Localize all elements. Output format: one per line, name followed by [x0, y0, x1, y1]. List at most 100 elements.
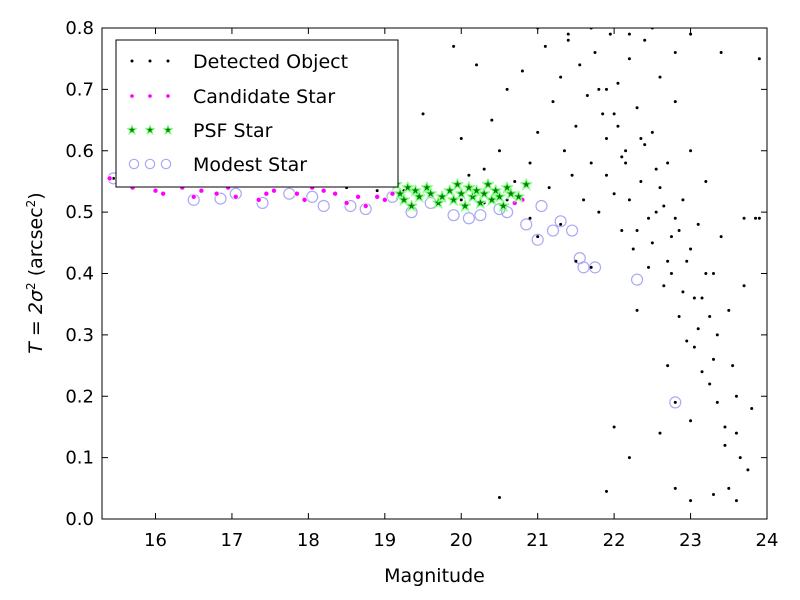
detected-object-point: [624, 149, 628, 153]
x-axis-label: Magnitude: [384, 565, 485, 587]
x-tick-label: 19: [373, 530, 396, 551]
detected-object-point: [643, 38, 647, 42]
x-tick-label: 16: [144, 530, 167, 551]
detected-object-point: [536, 130, 540, 134]
y-axis-label-unit: (arcsec: [25, 207, 47, 282]
detected-object-point: [627, 57, 631, 61]
detected-object-point: [111, 176, 115, 180]
detected-object-point: [604, 173, 608, 177]
detected-object-point: [459, 136, 463, 140]
detected-object-point: [673, 100, 677, 104]
legend-marker: [130, 59, 134, 63]
detected-object-point: [597, 87, 601, 91]
detected-object-point: [669, 235, 673, 239]
detected-object-point: [715, 400, 719, 404]
detected-object-point: [559, 75, 563, 79]
detected-object-point: [604, 136, 608, 140]
detected-object-point: [700, 296, 704, 300]
detected-object-point: [727, 308, 731, 312]
detected-object-point: [669, 272, 673, 275]
y-axis-label: T = 2σ2 (arcsec2): [24, 192, 47, 353]
detected-object-point: [578, 63, 582, 67]
detected-object-point: [547, 186, 551, 190]
detected-object-point: [734, 431, 738, 435]
detected-object-point: [647, 216, 651, 220]
detected-object-point: [497, 149, 501, 153]
legend-label: PSF Star: [193, 120, 273, 142]
detected-object-point: [681, 290, 685, 294]
detected-object-point: [490, 118, 494, 122]
modest-star-point: [501, 206, 514, 219]
detected-object-point: [562, 149, 566, 153]
detected-object-point: [673, 400, 677, 404]
detected-object-point: [673, 216, 677, 220]
candidate-star-point: [293, 190, 300, 197]
y-tick-label: 0.4: [65, 264, 94, 285]
detected-object-point: [612, 192, 616, 196]
detected-object-point: [666, 364, 670, 368]
legend: Detected Object Candidate Star PSF Star Mod…: [115, 39, 399, 188]
detected-object-point: [658, 186, 662, 190]
detected-object-point: [570, 173, 574, 177]
detected-object-point: [647, 265, 651, 269]
detected-object-point: [528, 216, 532, 220]
detected-object-point: [692, 296, 696, 300]
modest-star-point: [462, 212, 475, 225]
detected-object-point: [666, 259, 670, 263]
y-tick-label: 0.2: [65, 386, 94, 407]
detected-object-point: [593, 51, 597, 55]
detected-object-point: [604, 87, 608, 91]
modest-star-point: [669, 396, 682, 409]
detected-object-point: [604, 489, 608, 493]
detected-object-point: [620, 229, 624, 233]
detected-object-point: [723, 443, 727, 447]
modest-star-point: [520, 218, 533, 231]
detected-object-point: [727, 486, 731, 490]
detected-object-point: [689, 499, 693, 503]
modest-star-point: [344, 199, 357, 213]
detected-object-point: [639, 136, 643, 140]
plot-marks: [106, 28, 761, 503]
detected-object-point: [711, 272, 715, 275]
detected-object-point: [662, 284, 666, 288]
modest-star-point: [283, 187, 296, 200]
y-axis: 0.0 0.1 0.2 0.3 0.4 0.5 0.6 0.7 0.8: [65, 18, 767, 530]
detected-object-point: [616, 124, 620, 128]
legend-marker: [128, 158, 140, 170]
detected-object-point: [734, 499, 738, 503]
detected-object-point: [689, 149, 693, 153]
legend-marker: [129, 93, 135, 99]
detected-object-point: [375, 189, 379, 193]
x-tick-label: 23: [679, 530, 702, 551]
detected-object-point: [608, 32, 612, 36]
detected-object-point: [696, 222, 700, 226]
detected-object-point: [475, 63, 479, 67]
detected-object-point: [757, 216, 761, 220]
detected-object-point: [421, 112, 425, 116]
candidate-star-point: [374, 193, 381, 200]
detected-object-point: [513, 179, 517, 183]
detected-object-point: [643, 143, 647, 147]
detected-object-point: [482, 167, 486, 171]
candidate-star-point: [270, 187, 277, 194]
x-tick-label: 24: [756, 530, 779, 551]
detected-object-point: [635, 308, 639, 312]
modest-star-point: [447, 209, 460, 222]
detected-object-point: [689, 419, 693, 423]
detected-object-point: [696, 327, 700, 331]
detected-object-point: [711, 357, 715, 361]
candidate-star-point: [160, 190, 167, 197]
detected-object-point: [631, 247, 635, 251]
modest-star-point: [535, 199, 548, 213]
detected-object-point: [750, 407, 754, 411]
y-axis-label-main: T = 2σ: [25, 289, 47, 354]
modest-star-point: [256, 196, 269, 210]
detected-object-point: [639, 179, 643, 183]
detected-object-point: [654, 210, 658, 214]
detected-object-point: [551, 100, 555, 104]
modest-star-point: [588, 261, 602, 274]
detected-object-point: [734, 394, 738, 398]
y-tick-label: 0.5: [65, 202, 94, 223]
detected-object-point: [719, 51, 723, 55]
